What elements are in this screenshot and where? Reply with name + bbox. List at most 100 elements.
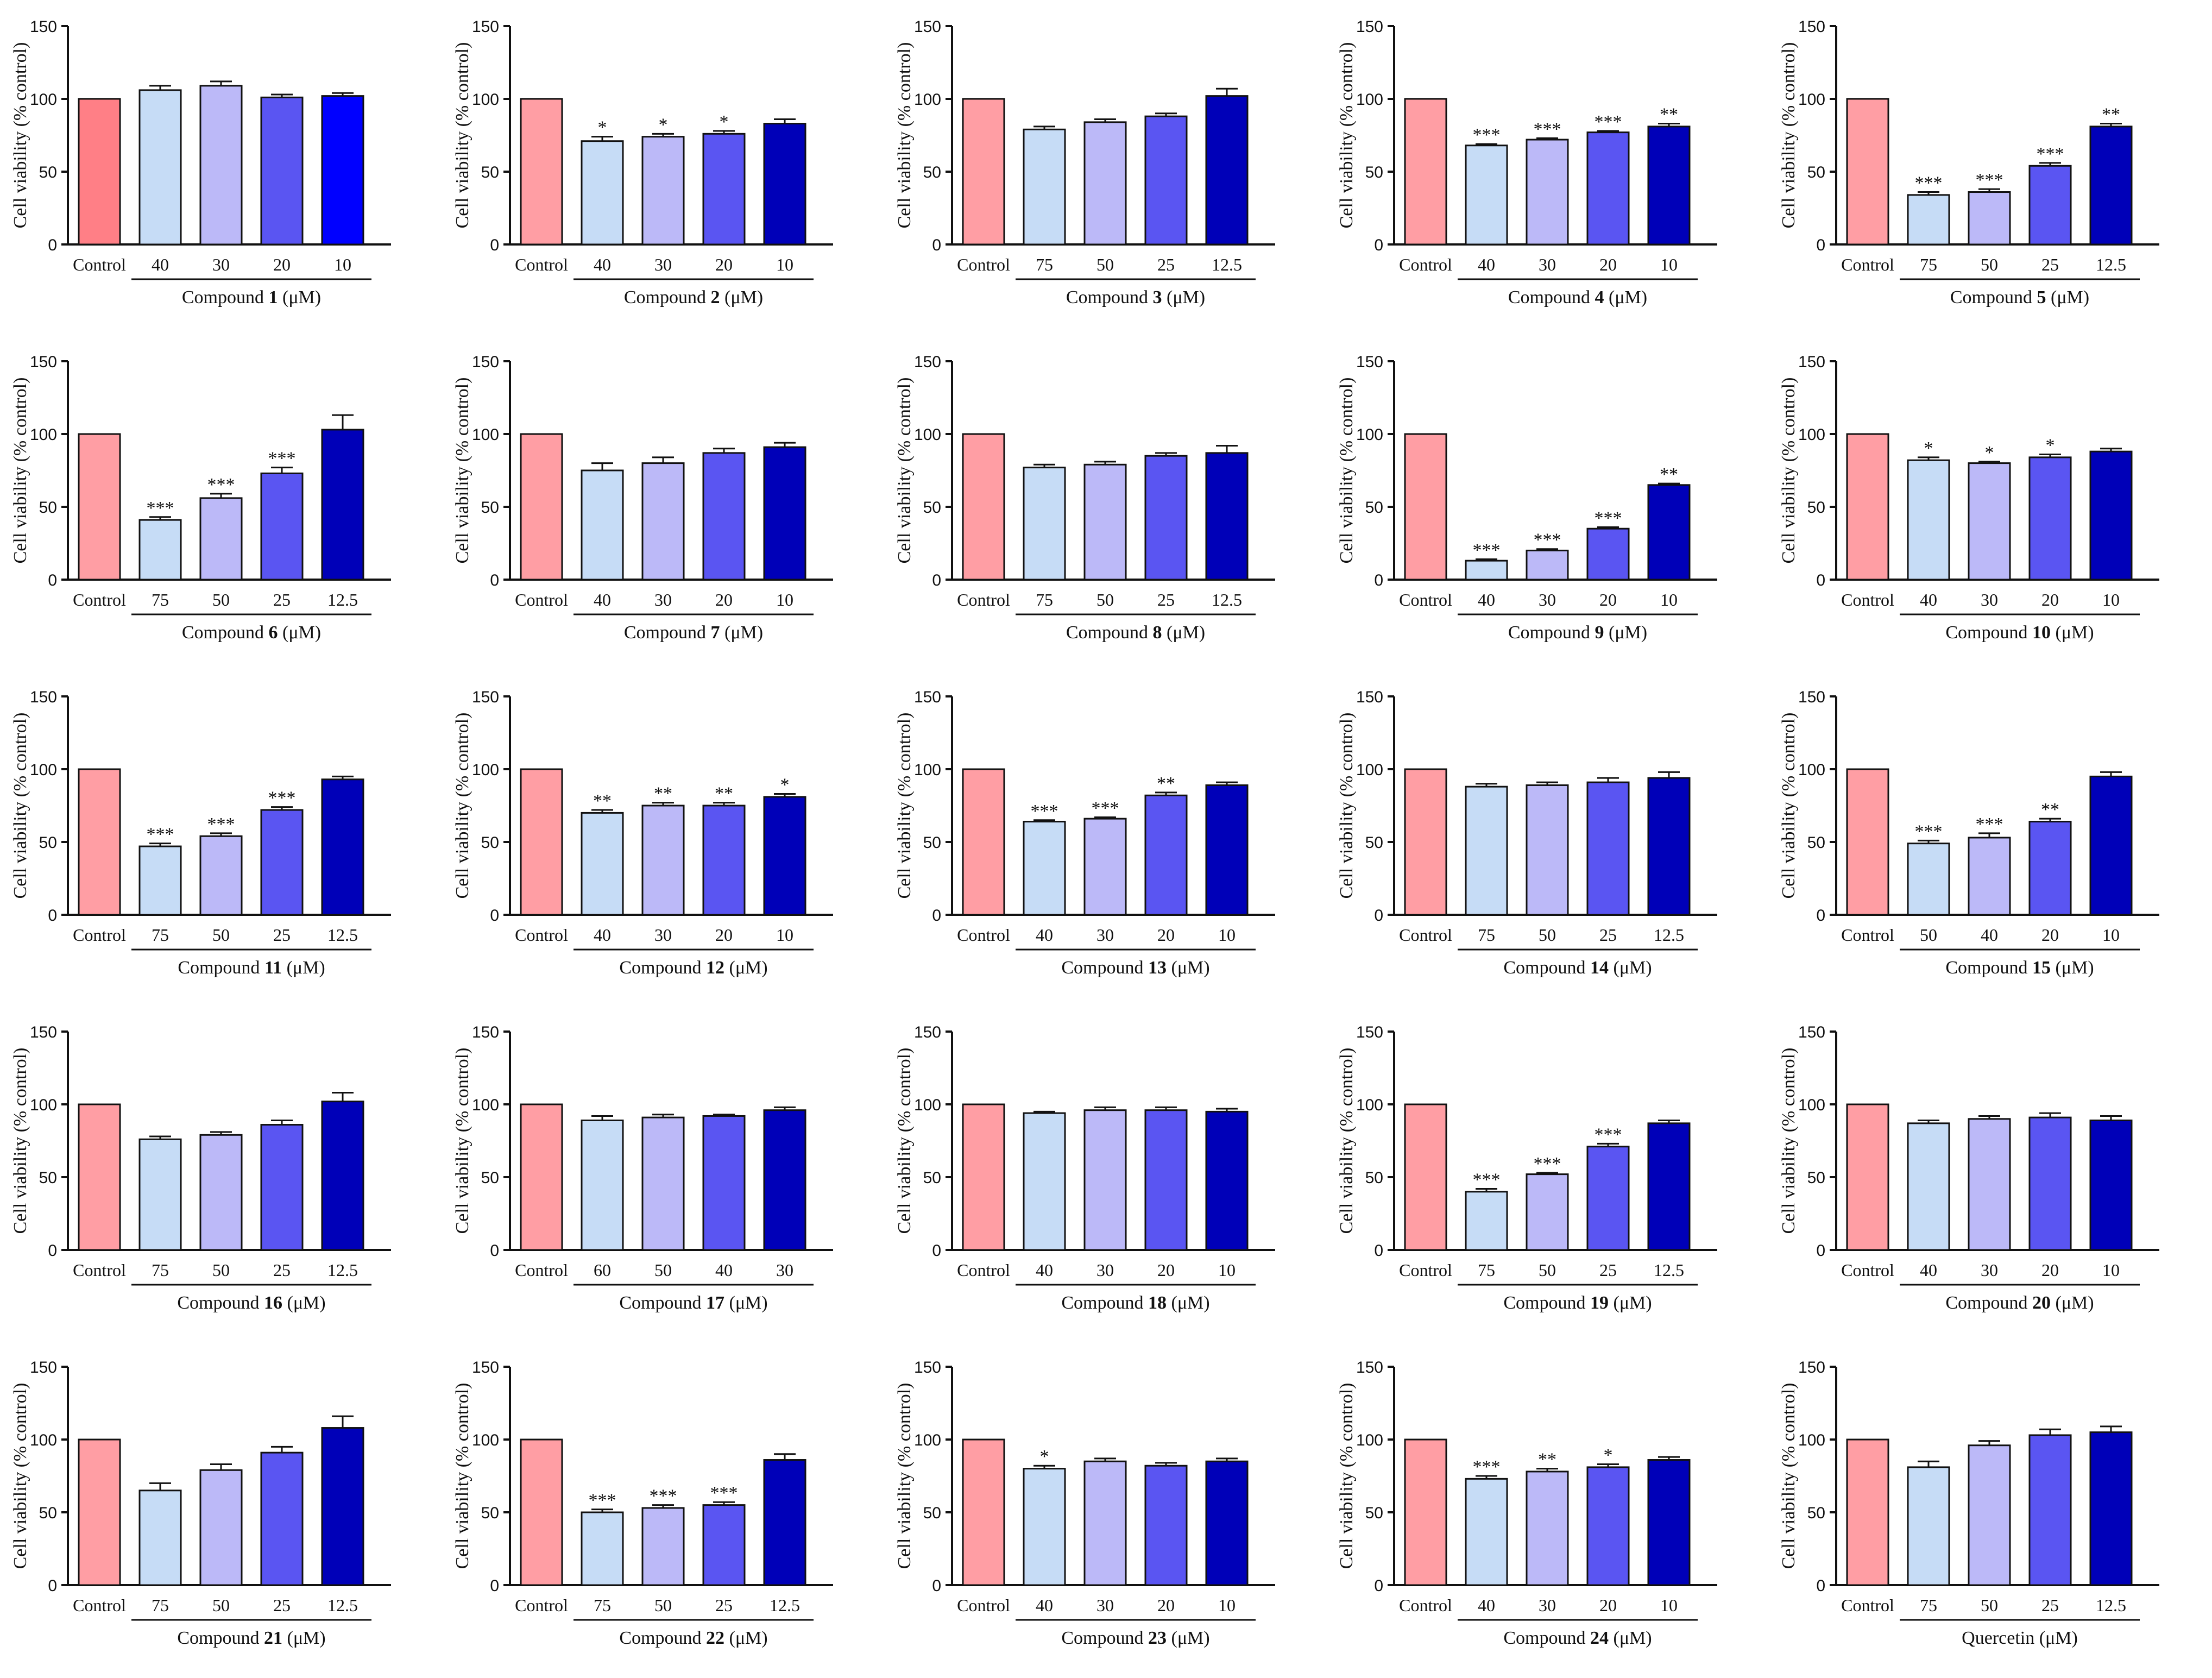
x-category-label: 30 [1539, 590, 1556, 609]
significance-marker: ** [654, 784, 672, 804]
x-axis-title: Compound 6 (μM) [182, 623, 321, 643]
significance-marker: *** [1473, 125, 1501, 145]
x-category-label: 40 [594, 925, 611, 945]
y-axis-title: Cell viability (% control) [894, 378, 915, 564]
compound-number: 14 [1590, 958, 1614, 978]
y-tick-label: 150 [1798, 1023, 1825, 1041]
y-tick-label: 0 [48, 571, 57, 589]
bar-30 [641, 136, 685, 246]
bar-50 [1968, 1444, 2011, 1586]
compound-number: 24 [1590, 1628, 1614, 1648]
x-category-label: 75 [1920, 1595, 1937, 1615]
x-category-label: 75 [1478, 1260, 1495, 1280]
x-category-label: Control [515, 925, 568, 945]
bar-12.5 [2089, 125, 2133, 246]
chart-panel-21: Cell viability (% control) 0 50 100 150 Contr… [0, 1341, 442, 1676]
x-category-label: 50 [654, 1260, 672, 1280]
bar-12.5 [1647, 1122, 1691, 1251]
chart-3: Cell viability (% control) 0 50 100 150 Contr… [894, 18, 1275, 307]
bar-25 [1586, 781, 1630, 916]
chart-panel-6: Cell viability (% control) 0 50 100 150 Contr… [0, 335, 442, 670]
y-tick-label: 50 [1365, 1504, 1383, 1522]
x-category-label: 40 [594, 590, 611, 609]
significance-marker: * [598, 118, 607, 138]
x-category-label: 40 [1036, 925, 1053, 945]
x-category-label: 30 [654, 590, 672, 609]
bar-control [78, 98, 121, 246]
x-category-label: Control [957, 255, 1010, 274]
x-category-label: 20 [2041, 590, 2059, 609]
x-category-label: 30 [776, 1260, 793, 1280]
significance-marker: *** [147, 825, 174, 845]
bar-20 [2028, 456, 2072, 581]
x-category-label: 12.5 [2096, 255, 2126, 274]
y-tick-label: 150 [30, 18, 57, 36]
x-category-label: 10 [334, 255, 351, 274]
y-tick-label: 50 [1807, 499, 1825, 517]
compound-number: 16 [264, 1293, 287, 1313]
bar-12.5 [763, 1459, 806, 1586]
x-axis-title: Compound 15 (μM) [1945, 958, 2094, 978]
y-tick-label: 50 [481, 1169, 499, 1187]
bar-50 [199, 1134, 243, 1251]
y-axis-title: Cell viability (% control) [10, 1048, 30, 1234]
x-category-label: 50 [1096, 590, 1114, 609]
y-tick-label: 150 [1356, 1023, 1383, 1041]
chart-4: Cell viability (% control) 0 50 100 150 Contr… [1337, 18, 1717, 307]
y-tick-label: 100 [472, 91, 499, 109]
bar-control [78, 1103, 121, 1251]
bar-40 [1023, 820, 1066, 916]
bar-75 [138, 519, 182, 581]
x-category-label: 20 [1599, 1595, 1617, 1615]
y-tick-label: 100 [1798, 1431, 1825, 1449]
chart-panel-19: Cell viability (% control) 0 50 100 150 Contr… [1326, 1005, 1768, 1341]
bar-50 [199, 497, 243, 581]
y-tick-label: 150 [1798, 688, 1825, 706]
y-axis-title: Cell viability (% control) [894, 1383, 915, 1569]
x-category-label: Control [1399, 925, 1452, 945]
significance-marker: * [780, 775, 790, 795]
bar-control [520, 768, 563, 916]
bar-10 [2089, 775, 2133, 916]
x-category-label: 75 [1478, 925, 1495, 945]
chart-22: Cell viability (% control) 0 50 100 150 Contr… [452, 1359, 833, 1648]
y-tick-label: 150 [914, 688, 941, 706]
chart-panel-22: Cell viability (% control) 0 50 100 150 Contr… [442, 1341, 884, 1676]
chart-panel-3: Cell viability (% control) 0 50 100 150 Contr… [884, 0, 1326, 335]
y-tick-label: 150 [914, 1023, 941, 1041]
bar-40 [1907, 459, 1950, 581]
y-tick-label: 0 [490, 1242, 499, 1260]
y-tick-label: 50 [39, 1504, 57, 1522]
significance-marker: ** [1157, 774, 1175, 794]
x-category-label: 20 [2041, 925, 2059, 945]
y-tick-label: 100 [1356, 1096, 1383, 1114]
x-category-label: 25 [715, 1595, 733, 1615]
bar-25 [260, 1451, 304, 1586]
y-tick-label: 0 [1816, 1242, 1825, 1260]
x-category-label: 75 [152, 590, 169, 609]
y-tick-label: 100 [914, 426, 941, 444]
y-tick-label: 150 [1798, 353, 1825, 371]
bar-30 [763, 1109, 806, 1251]
y-tick-label: 100 [914, 1431, 941, 1449]
y-tick-label: 0 [932, 907, 941, 925]
bar-20 [2028, 820, 2072, 916]
chart-18: Cell viability (% control) 0 50 100 150 Contr… [894, 1023, 1275, 1313]
y-axis-title: Cell viability (% control) [1337, 713, 1357, 899]
chart-panel-7: Cell viability (% control) 0 50 100 150 Contr… [442, 335, 884, 670]
chart-8: Cell viability (% control) 0 50 100 150 Contr… [894, 353, 1275, 643]
x-category-label: Control [1841, 1260, 1894, 1280]
x-axis-title: Quercetin (μM) [1962, 1628, 2078, 1648]
significance-marker: *** [1534, 530, 1561, 550]
bar-20 [1144, 1109, 1188, 1251]
x-category-label: Control [1841, 590, 1894, 609]
x-category-label: 12.5 [327, 925, 358, 945]
y-tick-label: 100 [914, 761, 941, 779]
bar-20 [1586, 1466, 1630, 1586]
bar-30 [1526, 549, 1569, 581]
x-category-label: 30 [1539, 255, 1556, 274]
x-category-label: 30 [1981, 1260, 1998, 1280]
significance-marker: * [720, 112, 729, 132]
bar-30 [1083, 1109, 1127, 1251]
x-category-label: 20 [273, 255, 291, 274]
